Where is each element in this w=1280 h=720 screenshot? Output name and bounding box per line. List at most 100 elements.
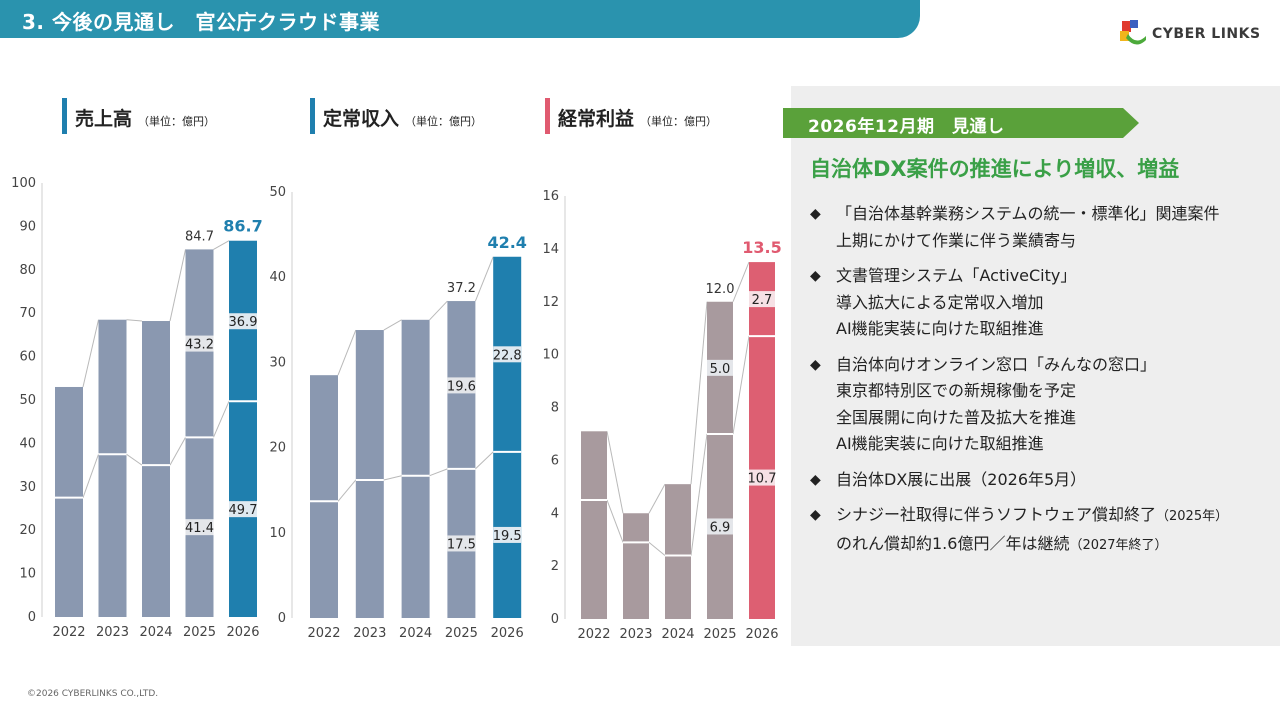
total-connector-line bbox=[732, 261, 750, 302]
x-tick-label: 2022 bbox=[307, 626, 340, 641]
split-connector-line bbox=[732, 336, 750, 435]
bullet-item: ◆ 自治体DX展に出展（2026年5月） bbox=[810, 467, 1278, 494]
bullet-line: AI機能実装に向けた取組推進 bbox=[836, 434, 1044, 453]
total-connector-line bbox=[82, 319, 99, 388]
bar-2026 bbox=[749, 262, 775, 619]
segment-value-label: 19.5 bbox=[493, 529, 522, 544]
bullet-line: 自治体向けオンライン窓口「みんなの窓口」 bbox=[836, 354, 1157, 374]
y-tick-label: 100 bbox=[11, 176, 36, 191]
y-tick-label: 50 bbox=[269, 185, 286, 200]
bullet-text: のれん償却約1.6億円／年は継続 bbox=[836, 533, 1070, 553]
y-tick-label: 20 bbox=[269, 441, 286, 456]
x-tick-label: 2026 bbox=[491, 626, 524, 641]
segment-label-bg bbox=[749, 291, 775, 308]
total-connector-line bbox=[690, 301, 708, 485]
diamond-bullet-icon: ◆ bbox=[810, 356, 821, 373]
y-tick-label: 10 bbox=[542, 348, 559, 363]
cyberlinks-logo-icon bbox=[1120, 20, 1146, 45]
y-tick-label: 0 bbox=[28, 610, 36, 625]
x-tick-label: 2024 bbox=[399, 626, 432, 641]
sales-unit-text: （単位：億円） bbox=[138, 115, 216, 128]
profit-chart: 0 2 4 6 8 10 12 14 16 2022 2023 2024 6.9 5.0 12.0 2025 1… bbox=[542, 189, 781, 642]
x-tick-label: 2026 bbox=[745, 627, 778, 642]
diamond-bullet-icon: ◆ bbox=[810, 507, 821, 523]
y-tick-label: 4 bbox=[551, 506, 559, 521]
bullet-item: ◆ 「自治体基幹業務システムの統一・標準化」関連案件 上期にかけて作業に伴う業績… bbox=[810, 201, 1278, 254]
x-tick-label: 2024 bbox=[661, 627, 694, 642]
total-connector-line bbox=[474, 256, 494, 302]
x-tick-label: 2023 bbox=[96, 625, 129, 640]
bar-2025 bbox=[185, 249, 214, 617]
profit-unit-text: （単位：億円） bbox=[640, 115, 718, 128]
bar-2026 bbox=[493, 256, 522, 618]
bullet-note: （2027年終了） bbox=[1069, 537, 1168, 553]
recurring-unit-text: （単位：億円） bbox=[405, 115, 483, 128]
bar-2022 bbox=[55, 386, 83, 617]
split-connector-line bbox=[606, 499, 624, 543]
segment-value-label: 10.7 bbox=[748, 472, 777, 487]
total-connector-line bbox=[383, 319, 402, 331]
split-connector-line bbox=[475, 451, 494, 470]
segment-value-label: 5.0 bbox=[710, 362, 731, 377]
segment-label-bg bbox=[447, 377, 476, 394]
segment-value-label: 6.9 bbox=[710, 520, 731, 535]
segment-label-bg bbox=[229, 313, 257, 330]
split-connector-line bbox=[169, 437, 186, 466]
title-accent-bar bbox=[62, 98, 67, 134]
outlook-banner bbox=[783, 108, 1139, 138]
bar-2023 bbox=[355, 330, 384, 618]
x-tick-label: 2023 bbox=[353, 626, 386, 641]
bullet-text: シナジー社取得に伴うソフトウェア償却終了 bbox=[836, 505, 1157, 524]
outlook-panel bbox=[791, 86, 1280, 646]
split-connector-line bbox=[126, 453, 143, 466]
y-tick-label: 0 bbox=[278, 611, 286, 626]
y-tick-label: 12 bbox=[542, 295, 559, 310]
outlook-bullet-list: ◆ 「自治体基幹業務システムの統一・標準化」関連案件 上期にかけて作業に伴う業績… bbox=[810, 201, 1278, 568]
segment-value-label: 22.8 bbox=[493, 348, 522, 363]
segment-label-bg bbox=[447, 535, 476, 552]
y-tick-label: 6 bbox=[551, 453, 559, 468]
y-tick-label: 16 bbox=[542, 189, 559, 204]
page-title: 3. 今後の見通し 官公庁クラウド事業 bbox=[22, 10, 380, 34]
segment-label-bg bbox=[493, 526, 522, 543]
split-connector-line bbox=[82, 454, 99, 498]
segment-value-label: 36.9 bbox=[229, 315, 258, 330]
y-tick-label: 40 bbox=[269, 270, 286, 285]
bar-2024 bbox=[665, 484, 691, 619]
segment-label-bg bbox=[229, 501, 257, 518]
segment-value-label: 17.5 bbox=[447, 537, 476, 552]
logo-text: CYBER LINKS bbox=[1152, 26, 1261, 42]
y-tick-label: 40 bbox=[19, 436, 36, 451]
recurring-title-text: 定常収入 bbox=[323, 108, 400, 130]
sales-title-text: 売上高 bbox=[75, 108, 133, 130]
y-tick-label: 20 bbox=[19, 523, 36, 538]
split-connector-line bbox=[337, 479, 357, 502]
total-value-label: 13.5 bbox=[742, 238, 781, 257]
bar-2023 bbox=[98, 319, 127, 617]
bar-2023 bbox=[623, 513, 649, 619]
bullet-line: AI機能実装に向けた取組推進 bbox=[836, 319, 1044, 338]
segment-label-bg bbox=[185, 519, 214, 536]
x-tick-label: 2022 bbox=[52, 625, 85, 640]
x-tick-label: 2025 bbox=[183, 625, 216, 640]
segment-label-bg bbox=[185, 335, 214, 352]
sales-chart: 0 10 20 30 40 50 60 70 80 90 100 2022 2023 2024 41.4 43… bbox=[11, 176, 263, 640]
total-value-label: 86.7 bbox=[223, 217, 262, 236]
profit-title-text: 経常利益 bbox=[558, 108, 635, 130]
total-value-label: 42.4 bbox=[487, 233, 526, 252]
segment-value-label: 19.6 bbox=[447, 379, 476, 394]
total-connector-line bbox=[606, 431, 624, 514]
x-tick-label: 2022 bbox=[577, 627, 610, 642]
y-tick-label: 30 bbox=[19, 480, 36, 495]
bullet-line: 「自治体基幹業務システムの統一・標準化」関連案件 bbox=[836, 204, 1220, 223]
y-tick-label: 90 bbox=[19, 219, 36, 234]
segment-label-bg bbox=[749, 469, 775, 486]
segment-value-label: 43.2 bbox=[185, 338, 214, 353]
y-tick-label: 8 bbox=[551, 401, 559, 416]
outlook-headline: 自治体DX案件の推進により増収、増益 bbox=[810, 157, 1180, 181]
x-tick-label: 2025 bbox=[703, 627, 736, 642]
x-tick-label: 2025 bbox=[445, 626, 478, 641]
diamond-bullet-icon: ◆ bbox=[810, 206, 821, 222]
total-connector-line bbox=[213, 240, 230, 250]
diamond-bullet-icon: ◆ bbox=[810, 471, 821, 488]
